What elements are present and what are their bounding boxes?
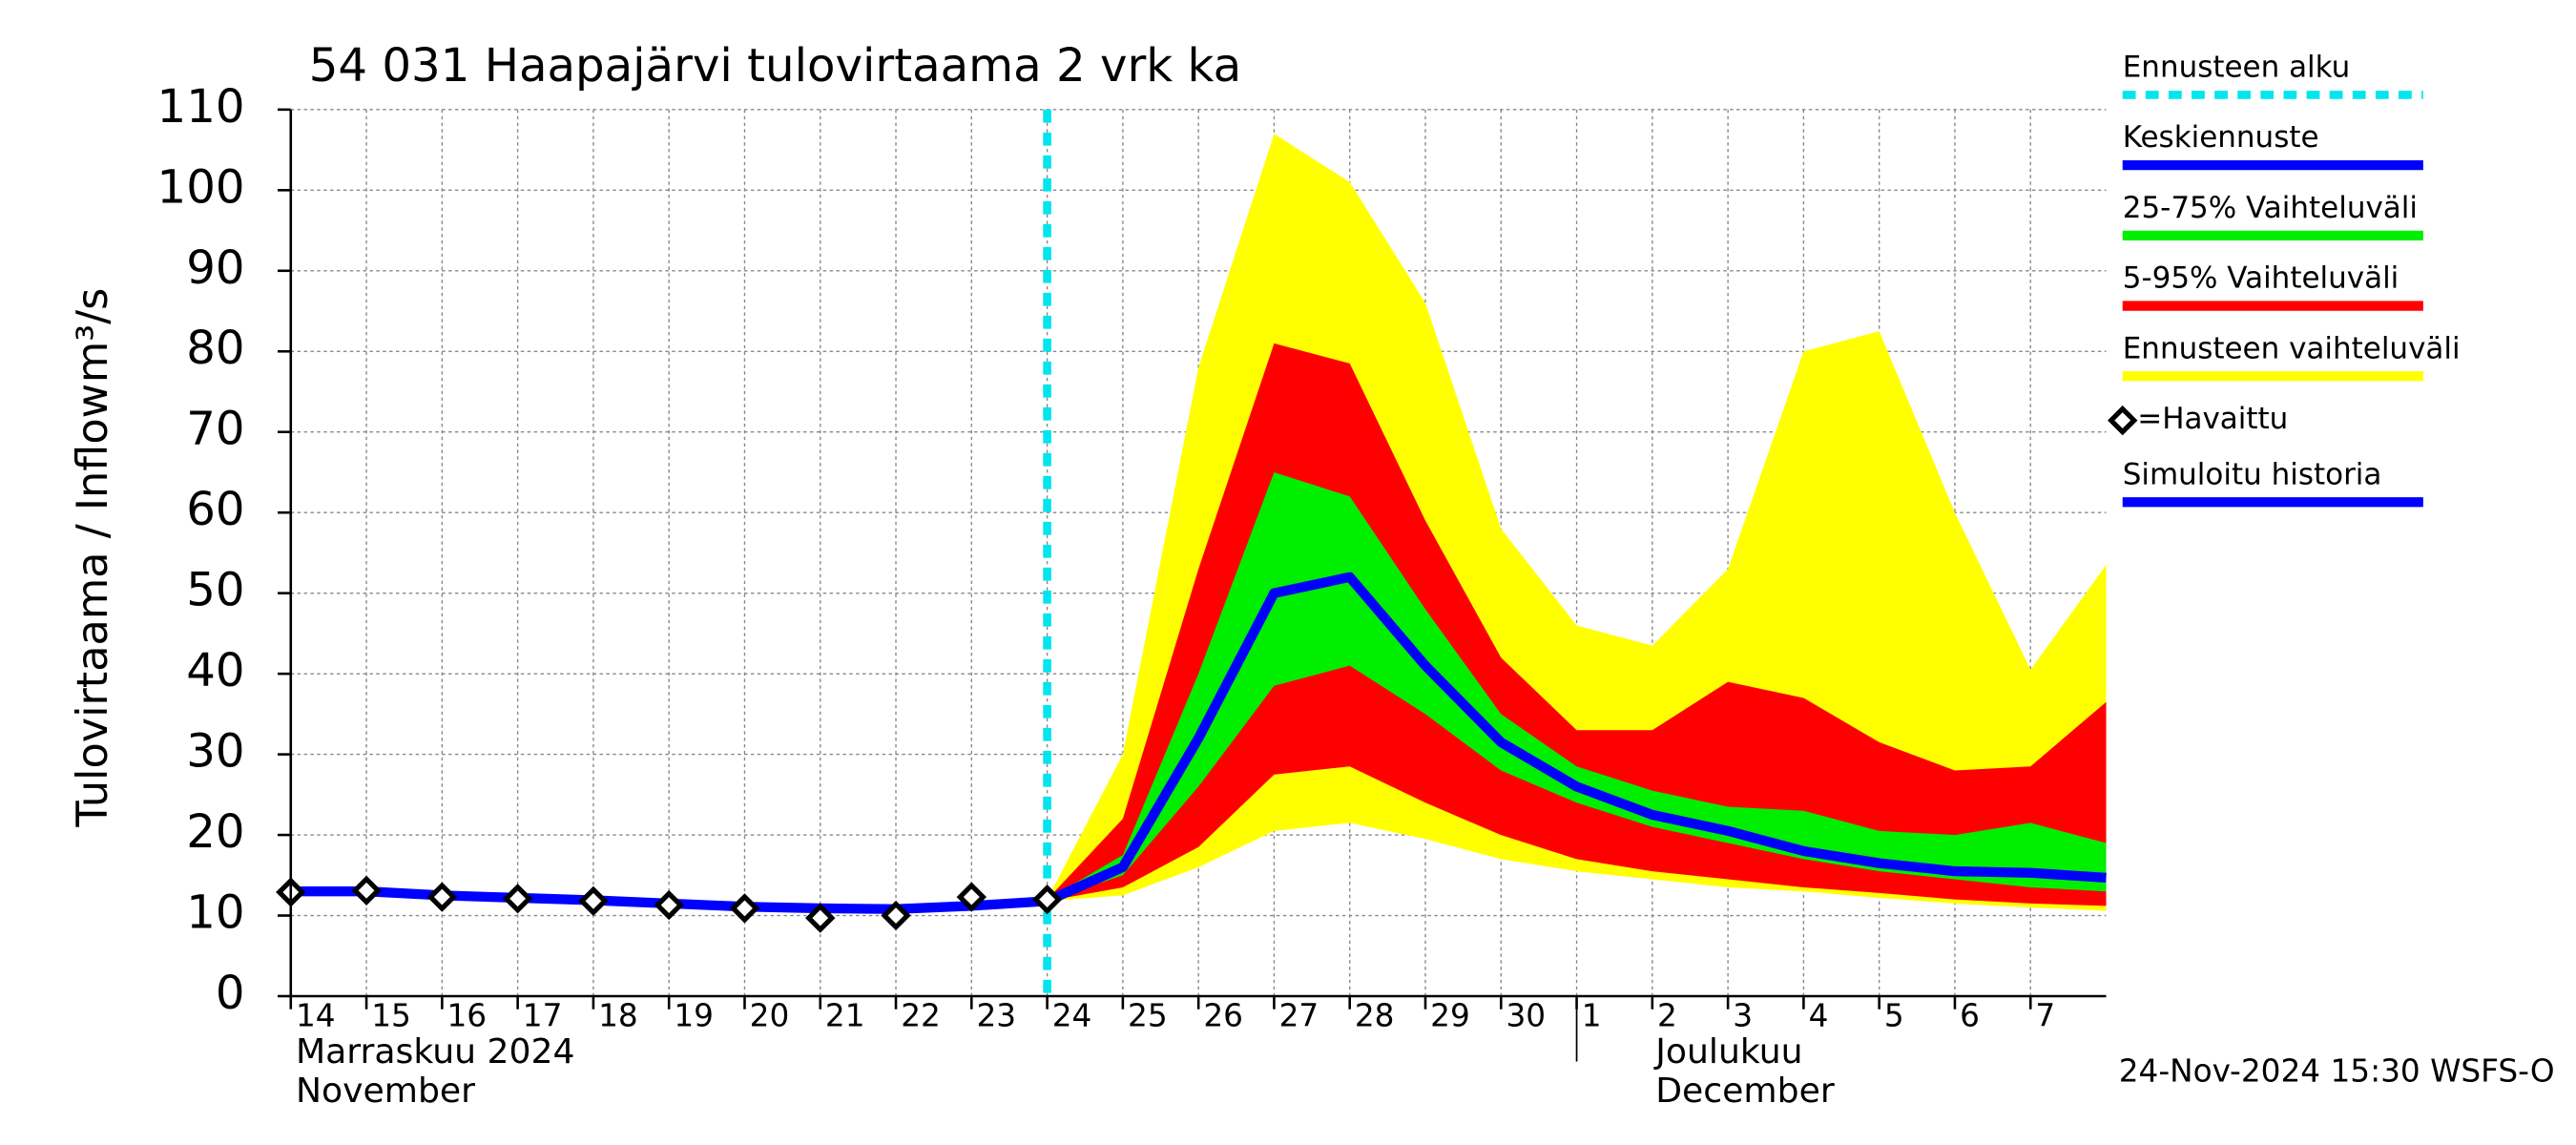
band (1047, 471, 2107, 902)
x-tick-label: 3 (1733, 997, 1753, 1033)
y-axis-unit: m³/s (68, 288, 117, 383)
x-tick-label: 29 (1430, 997, 1470, 1033)
observed-marker (502, 884, 533, 914)
x-tick-label: 18 (598, 997, 638, 1033)
x-tick-label: 28 (1355, 997, 1395, 1033)
month-label: Joulukuu (1653, 1031, 1802, 1072)
observed-marker (351, 875, 382, 906)
x-tick-label: 7 (2035, 997, 2055, 1033)
x-tick-label: 21 (825, 997, 865, 1033)
observed-marker (881, 900, 911, 931)
observed-marker (805, 903, 836, 933)
legend-label: Ennusteen alku (2123, 51, 2351, 85)
chart-title: 54 031 Haapajärvi tulovirtaama 2 vrk ka (309, 39, 1241, 93)
x-tick-label: 23 (976, 997, 1016, 1033)
x-tick-label: 14 (296, 997, 336, 1033)
y-tick-label: 30 (186, 725, 244, 779)
y-tick-label: 20 (186, 805, 244, 859)
x-tick-label: 25 (1128, 997, 1168, 1033)
month-label: Marraskuu 2024 (296, 1031, 575, 1072)
x-tick-label: 1 (1582, 997, 1602, 1033)
legend-label: 5-95% Vaihteluväli (2123, 261, 2399, 296)
x-tick-label: 4 (1809, 997, 1829, 1033)
legend-marker (2108, 405, 2138, 436)
y-axis-label: Tulovirtaama / Inflow (68, 384, 117, 828)
x-tick-label: 27 (1279, 997, 1319, 1033)
observed-marker (426, 882, 458, 912)
observed-marker (1031, 885, 1063, 915)
y-tick-label: 80 (186, 322, 244, 375)
observed-marker (654, 889, 684, 921)
y-tick-label: 50 (186, 564, 244, 617)
legend-label: 25-75% Vaihteluväli (2123, 191, 2418, 225)
observed-marker (729, 893, 760, 924)
line (1045, 572, 2107, 906)
x-tick-label: 15 (371, 997, 411, 1033)
month-label-en: December (1655, 1071, 1835, 1111)
footer: 24-Nov-2024 15:30 WSFS-O (2119, 1053, 2555, 1090)
x-tick-label: 16 (447, 997, 488, 1033)
x-tick-label: 22 (901, 997, 941, 1033)
y-tick-label: 40 (186, 644, 244, 697)
y-tick-label: 0 (216, 967, 245, 1020)
month-label-en: November (296, 1071, 475, 1111)
y-tick-label: 70 (186, 403, 244, 456)
y-tick-label: 100 (157, 160, 245, 214)
x-tick-label: 6 (1960, 997, 1980, 1033)
x-tick-label: 17 (523, 997, 563, 1033)
observed-marker (956, 882, 987, 912)
x-tick-label: 5 (1884, 997, 1904, 1033)
x-tick-label: 24 (1052, 997, 1092, 1033)
legend-label: Simuloitu historia (2123, 457, 2382, 491)
observed-marker (578, 885, 609, 916)
x-tick-label: 20 (750, 997, 790, 1033)
legend-label: =Havaittu (2137, 402, 2288, 436)
x-tick-label: 30 (1506, 997, 1546, 1033)
x-tick-label: 26 (1203, 997, 1243, 1033)
legend-label: Keskiennuste (2123, 120, 2319, 155)
x-tick-label: 2 (1657, 997, 1677, 1033)
legend: Ennusteen alku Keskiennuste 25-75% Vaihtel… (2108, 51, 2461, 508)
y-tick-label: 60 (186, 483, 244, 536)
y-tick-label: 90 (186, 241, 244, 295)
y-tick-label: 110 (157, 80, 245, 134)
y-tick-label: 10 (186, 886, 244, 940)
band (1047, 343, 2107, 906)
legend-label: Ennusteen vaihteluväli (2123, 331, 2461, 365)
x-tick-label: 19 (674, 997, 714, 1033)
